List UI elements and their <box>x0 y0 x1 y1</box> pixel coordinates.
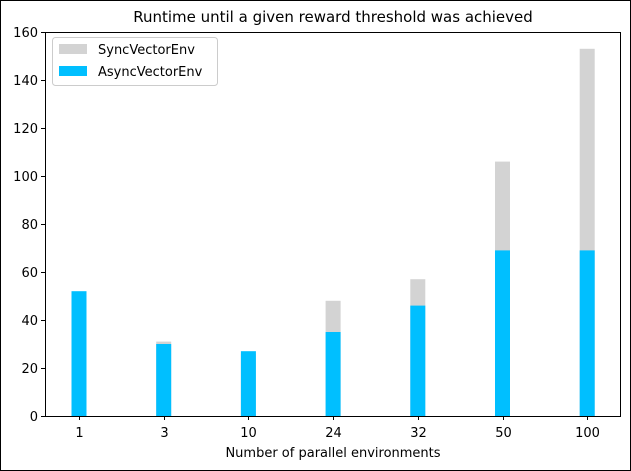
x-tick-label: 1 <box>75 426 83 441</box>
chart-title: Runtime until a given reward threshold w… <box>133 8 533 26</box>
y-tick-label: 100 <box>13 170 38 185</box>
x-axis-label: Number of parallel environments <box>225 446 440 461</box>
y-tick-label: 20 <box>21 362 38 377</box>
bar-asyncvectorenv-1 <box>71 291 87 416</box>
legend-label-asyncvectorenv: AsyncVectorEnv <box>98 65 203 80</box>
bar-asyncvectorenv-50 <box>495 250 510 416</box>
y-tick-label: 40 <box>21 314 38 329</box>
bar-asyncvectorenv-24 <box>325 332 341 416</box>
y-tick-label: 0 <box>30 410 38 425</box>
y-tick-label: 140 <box>13 74 38 89</box>
x-tick-label: 10 <box>240 426 257 441</box>
y-tick-label: 60 <box>21 266 38 281</box>
bars-group <box>71 48 595 417</box>
x-tick-label: 50 <box>495 426 512 441</box>
bar-asyncvectorenv-32 <box>410 305 426 416</box>
bar-asyncvectorenv-3 <box>156 344 172 416</box>
legend-label-syncvectorenv: SyncVectorEnv <box>98 43 195 58</box>
y-axis: 0 20 40 60 80 100 120 140 160 <box>13 26 45 425</box>
bar-asyncvectorenv-100 <box>579 250 595 416</box>
x-tick-label: 100 <box>575 426 600 441</box>
legend: SyncVectorEnv AsyncVectorEnv <box>52 37 218 86</box>
legend-swatch-asyncvectorenv <box>59 66 87 76</box>
x-tick-label: 3 <box>160 426 168 441</box>
x-tick-label: 32 <box>410 426 427 441</box>
bar-asyncvectorenv-10 <box>240 351 256 416</box>
y-tick-label: 160 <box>13 26 38 41</box>
legend-swatch-syncvectorenv <box>59 44 87 54</box>
x-axis: 1 3 10 24 32 50 100 <box>75 416 600 441</box>
y-tick-label: 120 <box>13 122 38 137</box>
legend-box <box>52 37 218 86</box>
x-tick-label: 24 <box>325 426 342 441</box>
y-tick-label: 80 <box>21 218 38 233</box>
